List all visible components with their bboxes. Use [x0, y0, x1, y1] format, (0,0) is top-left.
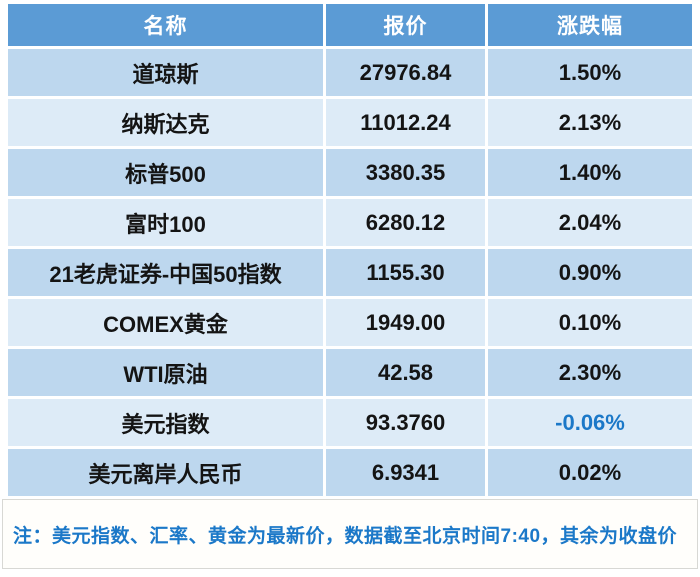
instrument-change: -0.06% — [488, 399, 692, 446]
table-row: 道琼斯 27976.84 1.50% — [8, 49, 692, 96]
instrument-change: 2.30% — [488, 349, 692, 396]
instrument-change: 1.40% — [488, 149, 692, 196]
table-row: 标普500 3380.35 1.40% — [8, 149, 692, 196]
instrument-name: COMEX黄金 — [8, 299, 323, 346]
instrument-price: 93.3760 — [326, 399, 485, 446]
table-body: 道琼斯 27976.84 1.50% 纳斯达克 11012.24 2.13% 标… — [8, 49, 692, 496]
instrument-name: 美元指数 — [8, 399, 323, 446]
table-row: 美元离岸人民币 6.9341 0.02% — [8, 449, 692, 496]
instrument-price: 42.58 — [326, 349, 485, 396]
footnote-box: 注：美元指数、汇率、黄金为最新价，数据截至北京时间7:40，其余为收盘价 — [2, 499, 698, 569]
instrument-name: 美元离岸人民币 — [8, 449, 323, 496]
table-row: 21老虎证券-中国50指数 1155.30 0.90% — [8, 249, 692, 296]
instrument-price: 27976.84 — [326, 49, 485, 96]
table-row: 美元指数 93.3760 -0.06% — [8, 399, 692, 446]
instrument-name: 富时100 — [8, 199, 323, 246]
header-name: 名称 — [8, 4, 323, 46]
table-header-row: 名称 报价 涨跌幅 — [8, 4, 692, 46]
market-table: 名称 报价 涨跌幅 道琼斯 27976.84 1.50% 纳斯达克 11012.… — [8, 4, 692, 496]
instrument-change: 0.02% — [488, 449, 692, 496]
footnote-text: 注：美元指数、汇率、黄金为最新价，数据截至北京时间7:40，其余为收盘价 — [13, 525, 678, 547]
instrument-name: 纳斯达克 — [8, 99, 323, 146]
instrument-price: 1949.00 — [326, 299, 485, 346]
table-row: 富时100 6280.12 2.04% — [8, 199, 692, 246]
header-change: 涨跌幅 — [488, 4, 692, 46]
instrument-name: WTI原油 — [8, 349, 323, 396]
instrument-name: 21老虎证券-中国50指数 — [8, 249, 323, 296]
instrument-change: 0.10% — [488, 299, 692, 346]
instrument-change: 1.50% — [488, 49, 692, 96]
instrument-name: 道琼斯 — [8, 49, 323, 96]
instrument-change: 2.04% — [488, 199, 692, 246]
table-row: COMEX黄金 1949.00 0.10% — [8, 299, 692, 346]
instrument-price: 3380.35 — [326, 149, 485, 196]
table-row: 纳斯达克 11012.24 2.13% — [8, 99, 692, 146]
table-row: WTI原油 42.58 2.30% — [8, 349, 692, 396]
instrument-name: 标普500 — [8, 149, 323, 196]
instrument-change: 2.13% — [488, 99, 692, 146]
instrument-price: 11012.24 — [326, 99, 485, 146]
header-price: 报价 — [326, 4, 485, 46]
instrument-price: 6280.12 — [326, 199, 485, 246]
instrument-change: 0.90% — [488, 249, 692, 296]
instrument-price: 6.9341 — [326, 449, 485, 496]
instrument-price: 1155.30 — [326, 249, 485, 296]
